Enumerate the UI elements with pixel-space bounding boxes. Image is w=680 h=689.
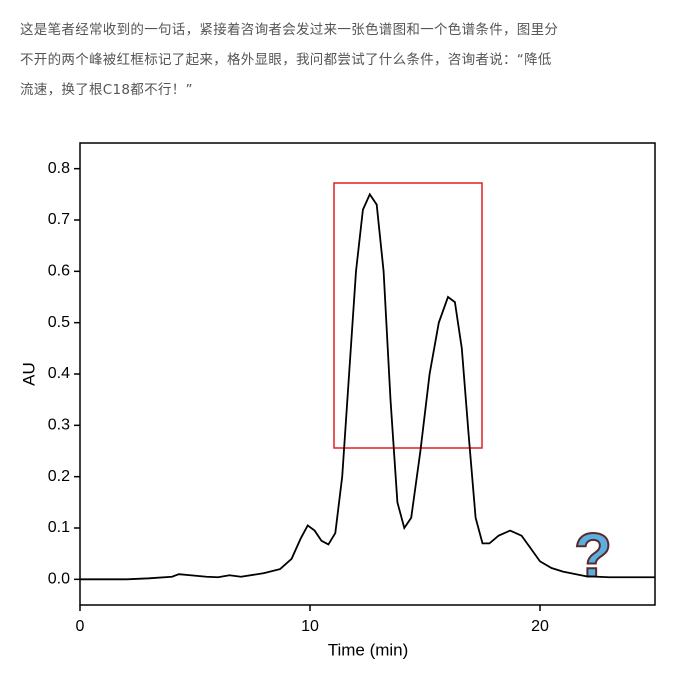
y-tick-label: 0.0 — [48, 571, 70, 588]
plot-frame — [79, 142, 656, 606]
x-tick-label: 10 — [301, 618, 319, 635]
y-tick-label: 0.5 — [48, 314, 70, 331]
x-tick-label: 0 — [76, 618, 85, 635]
x-axis-label: Time (min) — [328, 640, 409, 659]
paragraph-line: 流速，换了根C18都不行！” — [20, 82, 193, 98]
y-tick-label: 0.1 — [48, 519, 70, 536]
highlight-box — [333, 182, 483, 449]
y-tick-label: 0.3 — [48, 417, 70, 434]
x-tick-label: 20 — [531, 618, 549, 635]
y-tick-label: 0.8 — [48, 160, 70, 177]
data-line — [80, 192, 655, 581]
y-tick-label: 0.4 — [48, 365, 70, 382]
y-tick-label: 0.7 — [48, 211, 70, 228]
paragraph-line: 不开的两个峰被红框标记了起来，格外显眼，我问都尝试了什么条件，咨询者说：“降低 — [20, 52, 552, 68]
y-tick-label: 0.6 — [48, 263, 70, 280]
question-icon: ? — [574, 521, 612, 590]
y-axis-label: AU — [19, 362, 38, 386]
paragraph-line: 这是笔者经常收到的一句话，紧接着咨询者会发过来一张色谱图和一个色谱条件，图里分 — [20, 22, 559, 38]
y-tick-label: 0.2 — [48, 468, 70, 485]
